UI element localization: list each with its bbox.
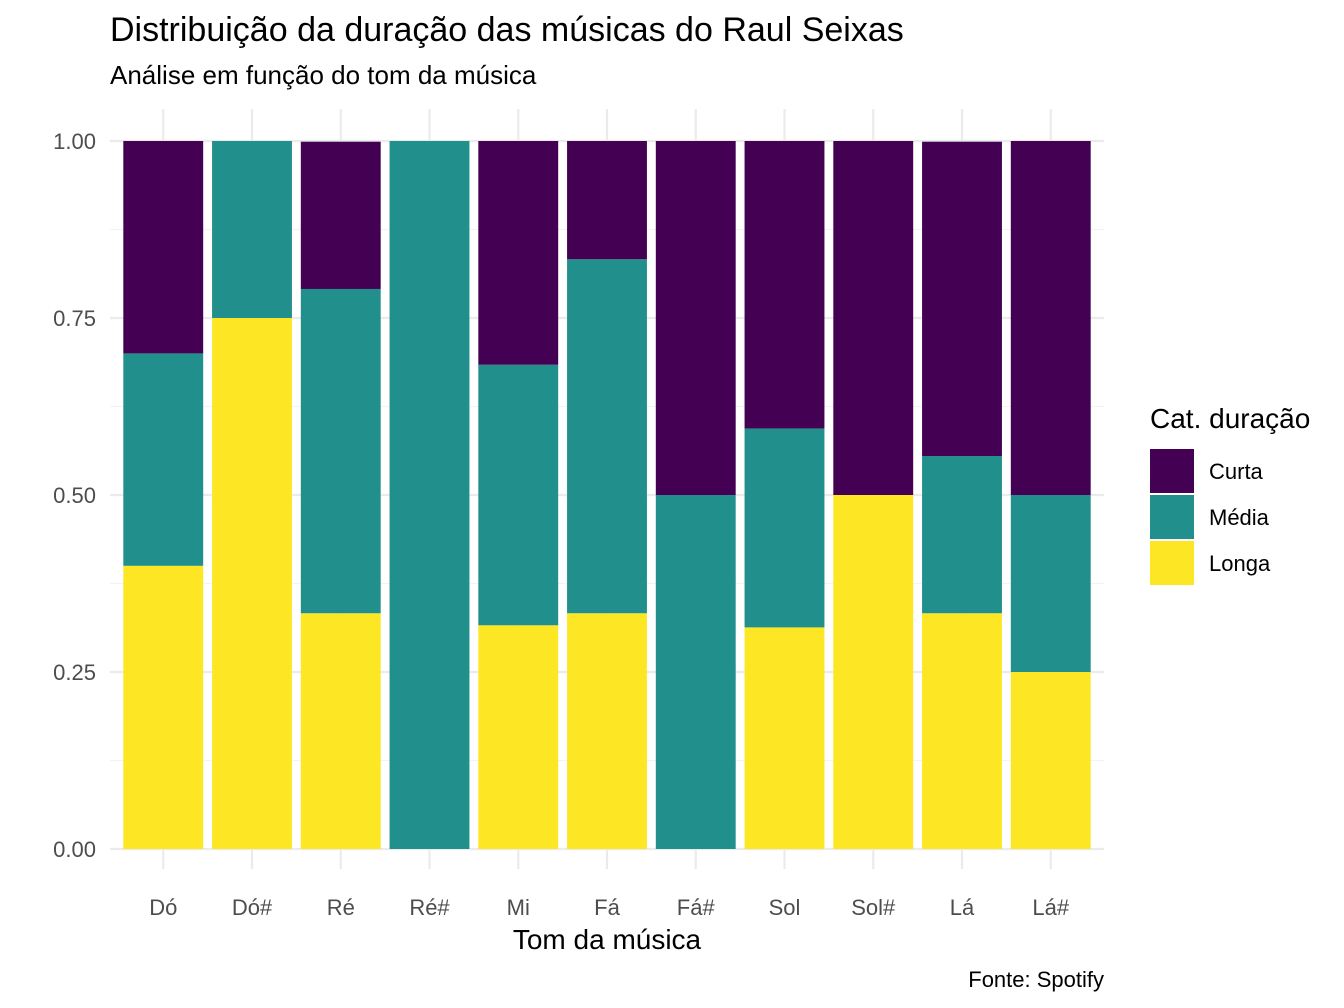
chart-subtitle: Análise em função do tom da música <box>110 60 537 90</box>
bar-segment-média <box>744 428 825 628</box>
legend: Cat. duração Curta Média Longa <box>1150 403 1310 585</box>
legend-label: Longa <box>1209 551 1271 576</box>
legend-label: Média <box>1209 505 1270 530</box>
x-tick-label: Dó# <box>232 895 273 920</box>
bar-segment-longa <box>478 625 559 849</box>
y-tick-label: 0.50 <box>53 483 96 508</box>
legend-key-média <box>1150 495 1194 539</box>
bar-segment-longa <box>833 495 914 849</box>
y-tick-label: 1.00 <box>53 129 96 154</box>
bar-segment-curta <box>567 141 647 260</box>
bar-segment-curta <box>300 141 381 289</box>
bar-segment-longa <box>212 318 292 849</box>
bar-segment-longa <box>922 613 1002 849</box>
x-tick-label: Sol <box>769 895 801 920</box>
bar-segment-média <box>123 353 204 566</box>
bar-segment-curta <box>1010 141 1091 495</box>
bar-segment-curta <box>123 141 204 354</box>
y-axis-ticks: 0.00 0.25 0.50 0.75 1.00 <box>53 129 96 862</box>
y-tick-label: 0.75 <box>53 306 96 331</box>
bar-segment-média <box>1010 495 1091 672</box>
legend-key-curta <box>1150 449 1194 493</box>
x-tick-label: Ré <box>327 895 355 920</box>
bar-segment-média <box>478 364 559 626</box>
bar-segment-longa <box>123 565 204 849</box>
bar-segment-média <box>389 141 470 849</box>
x-tick-label: Fá# <box>677 895 716 920</box>
bar-segment-curta <box>478 141 559 365</box>
chart-title: Distribuição da duração das músicas do R… <box>110 11 904 49</box>
bar-segment-curta <box>744 141 825 429</box>
legend-key-longa <box>1150 541 1194 585</box>
x-tick-label: Dó <box>149 895 177 920</box>
bar-segment-curta <box>833 141 914 495</box>
bar-segment-média <box>212 141 292 318</box>
x-tick-label: Lá <box>950 895 975 920</box>
x-axis-ticks: Dó Dó# Ré Ré# Mi Fá Fá# Sol Sol# Lá Lá# <box>149 895 1070 920</box>
bar-segment-longa <box>300 613 381 849</box>
bar-segment-curta <box>922 141 1002 457</box>
bar-segment-longa <box>567 613 647 849</box>
bar-segment-média <box>655 495 736 849</box>
bar-segment-média <box>922 456 1002 614</box>
legend-label: Curta <box>1209 459 1264 484</box>
chart-caption: Fonte: Spotify <box>968 967 1104 992</box>
y-tick-label: 0.00 <box>53 837 96 862</box>
y-tick-label: 0.25 <box>53 660 96 685</box>
x-tick-label: Mi <box>507 895 530 920</box>
x-tick-label: Lá# <box>1032 895 1069 920</box>
x-tick-label: Sol# <box>851 895 896 920</box>
bar-segment-média <box>567 259 647 614</box>
x-axis-title: Tom da música <box>513 924 702 955</box>
bars <box>123 141 1091 849</box>
bar-segment-curta <box>655 141 736 495</box>
x-tick-label: Fá <box>594 895 620 920</box>
bar-segment-longa <box>1010 672 1091 849</box>
legend-title: Cat. duração <box>1150 403 1310 434</box>
bar-segment-média <box>300 288 381 614</box>
x-tick-label: Ré# <box>409 895 450 920</box>
bar-segment-longa <box>744 627 825 849</box>
